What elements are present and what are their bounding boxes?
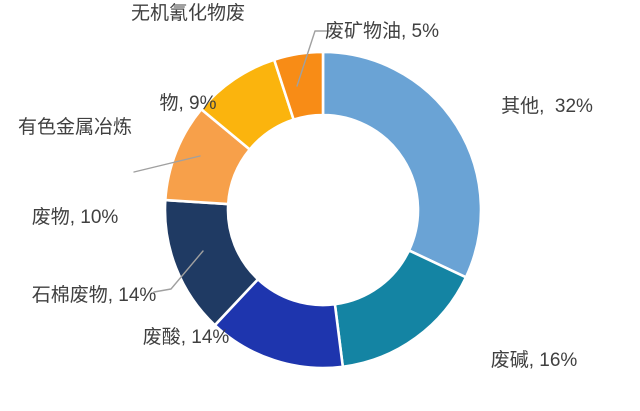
label-asbestos-waste-text: 石棉废物, 14% — [31, 285, 157, 306]
label-nonferrous-line-2: 废物, 10% — [31, 207, 119, 228]
label-waste-acid: 废酸, 14% — [143, 263, 230, 411]
leader-line-nonferrous-metal-smelting-waste — [133, 155, 201, 173]
label-inorganic-cyanide-line-2: 物, 9% — [159, 93, 217, 114]
leader-line-asbestos-waste — [153, 250, 204, 293]
label-waste-alkali: 废碱, 16% — [491, 286, 578, 411]
label-asbestos-waste: 石棉废物, 14% — [32, 221, 157, 371]
slice-waste-mineral-oil — [272, 50, 325, 121]
label-waste-acid-text: 废酸, 14% — [142, 327, 230, 348]
label-nonferrous-metal-smelting-waste: 有色金属冶炼 废物, 10% — [18, 53, 132, 293]
leader-line-waste-mineral-oil — [296, 30, 332, 87]
label-other-text: 其他, 32% — [501, 96, 593, 117]
label-inorganic-cyanide-waste: 无机氰化物废 物, 9% — [131, 0, 245, 179]
label-waste-mineral-oil: 废矿物油, 5% — [325, 0, 439, 107]
label-inorganic-cyanide-line-1: 无机氰化物废 — [130, 3, 246, 24]
label-waste-mineral-oil-text: 废矿物油, 5% — [324, 21, 440, 42]
slice-other — [321, 50, 483, 279]
label-waste-alkali-text: 废碱, 16% — [490, 350, 578, 371]
label-other: 其他, 32% — [501, 32, 593, 182]
label-nonferrous-line-1: 有色金属冶炼 — [17, 117, 133, 138]
slice-waste-alkali — [333, 249, 468, 369]
leader-lines — [133, 30, 332, 293]
donut-slices — [163, 50, 483, 370]
